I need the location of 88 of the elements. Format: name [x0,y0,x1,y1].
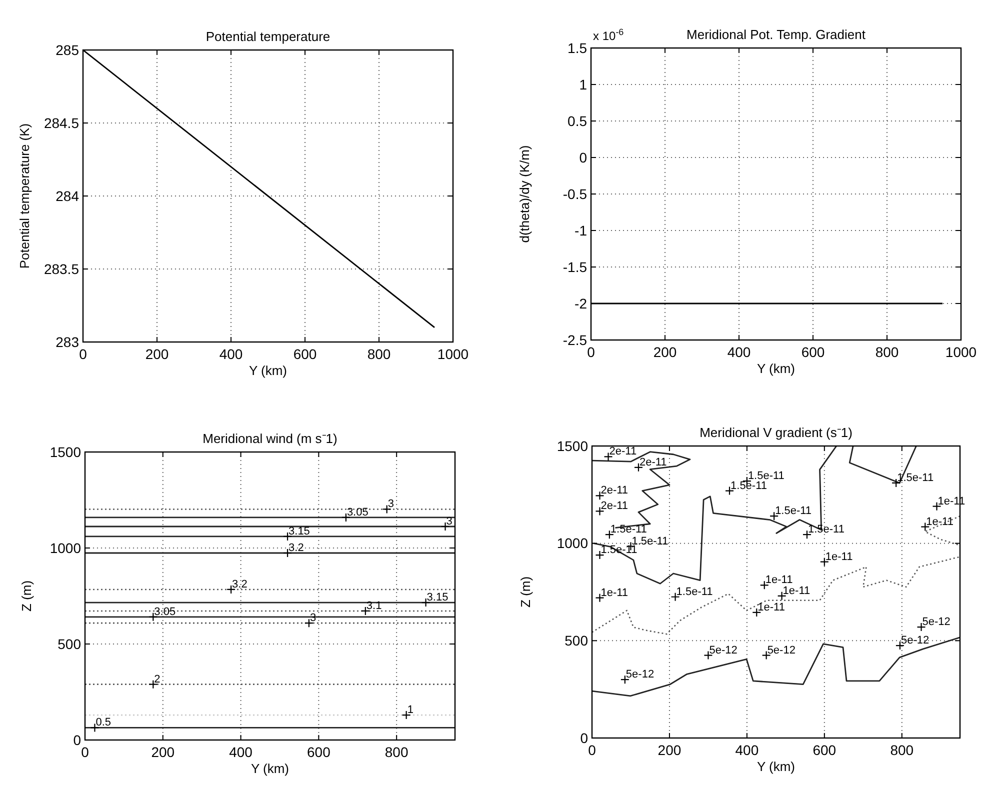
annotation: 5e-12 [709,644,738,656]
y-tick-label: 500 [564,632,588,649]
x-tick-label: 600 [801,344,825,360]
annotation: 1e-11 [765,574,793,586]
x-tick-label: 200 [145,346,169,362]
annotation: 1.5e-11 [676,586,713,598]
chart-title: Potential temperature [206,29,330,44]
x-tick-label: 1000 [945,344,977,360]
annotation: 1e-11 [825,550,853,563]
text: x 10$^{-6}$ [593,27,624,43]
annotation: 1e-11 [926,516,954,528]
x-tick-label: 800 [890,742,914,758]
y-tick-label: 285 [56,42,80,58]
y-axis-title: d(theta)/dy (K/m) [517,145,532,243]
line-series [592,636,960,697]
annotation: 1e-11 [782,584,810,597]
annotation: 3.15 [426,592,448,604]
x-tick-label: 800 [367,346,391,362]
y-tick-label: 1000 [556,535,588,552]
y-tick-label: 0 [580,730,588,746]
y-tick-label: 0 [73,732,82,748]
annotation: 2e-11 [600,500,628,512]
annotation: 3 [388,498,394,510]
annotation: 5e-12 [900,634,930,647]
annotation: 5e-12 [767,644,796,656]
x-tick-label: 400 [229,744,253,760]
x-tick-label: 600 [293,346,317,362]
y-axis-title: Potential temperature (K) [17,123,32,269]
annotation: 3.05 [346,506,368,518]
x-axis-title: Y (km) [250,761,290,776]
y-tick-label: 0.5 [568,112,588,129]
annotation: 3 [446,515,452,528]
y-tick-label: 500 [58,636,82,652]
x-tick-label: 400 [219,346,243,362]
line-series [924,515,960,546]
y-tick-label: -2.5 [562,332,588,348]
x-tick-label: 800 [384,744,408,760]
y-tick-label: 283 [56,334,80,350]
x-axis-title: Y (km) [248,363,288,378]
y-tick-label: 284.5 [44,114,80,131]
annotation: 3.05 [154,606,176,618]
chart-title: Meridional wind (m s⁻1) [202,431,338,446]
y-axis-title: Z (m) [518,576,533,608]
annotation: 0.5 [96,716,112,729]
x-tick-label: 600 [812,742,836,758]
x-tick-label: 1000 [437,346,469,362]
annotation: 2e-11 [600,484,628,497]
annotation: 3.2 [288,542,304,554]
annotation: 5e-12 [626,668,654,681]
x-tick-label: 400 [727,344,751,360]
annotation: 1 [407,704,414,716]
x-tick-label: 200 [653,344,677,360]
chart-title: Meridional V gradient (s⁻1) [700,425,852,440]
y-tick-label: 1.5 [568,40,588,56]
x-axis-title: Y (km) [756,361,796,376]
annotation: 1.5e-11 [808,524,844,536]
annotation: 3.1 [366,600,382,612]
annotation: 2e-11 [639,456,667,468]
annotation: 2 [154,673,160,686]
y-tick-label: 1 [579,76,588,92]
y-axis-title: Z (m) [19,580,34,612]
x-tick-label: 800 [875,344,899,360]
annotation: 1e-11 [758,601,785,614]
y-tick-label: 284 [56,188,80,204]
y-tick-label: -0.5 [562,186,588,202]
y-tick-label: -1.5 [562,258,588,275]
y-tick-label: 283.5 [44,260,80,277]
y-tick-label: -1 [574,222,588,238]
y-tick-label: 1500 [556,438,588,454]
x-tick-label: 200 [658,742,682,758]
y-tick-label: 1000 [50,540,82,556]
annotation: 1.5e-11 [748,470,784,482]
y-tick-label: 1500 [50,444,82,460]
annotation: 5e-12 [922,616,950,628]
y-tick-label: 0 [579,149,588,166]
x-tick-label: 400 [735,742,759,758]
annotation: 1.5e-11 [730,480,768,492]
x-tick-label: 200 [151,744,175,760]
x-tick-label: 600 [307,744,331,760]
annotation: 1e-11 [600,586,628,599]
annotation: 1.5e-11 [775,505,812,518]
annotation: 2e-11 [609,446,637,458]
annotation: 3.15 [288,525,310,538]
y-tick-label: -2 [574,295,588,312]
chart-title: Meridional Pot. Temp. Gradient [686,27,866,42]
annotation: 1.5e-11 [610,524,647,536]
annotation: 3.2 [232,578,248,590]
x-axis-title: Y (km) [756,759,796,774]
